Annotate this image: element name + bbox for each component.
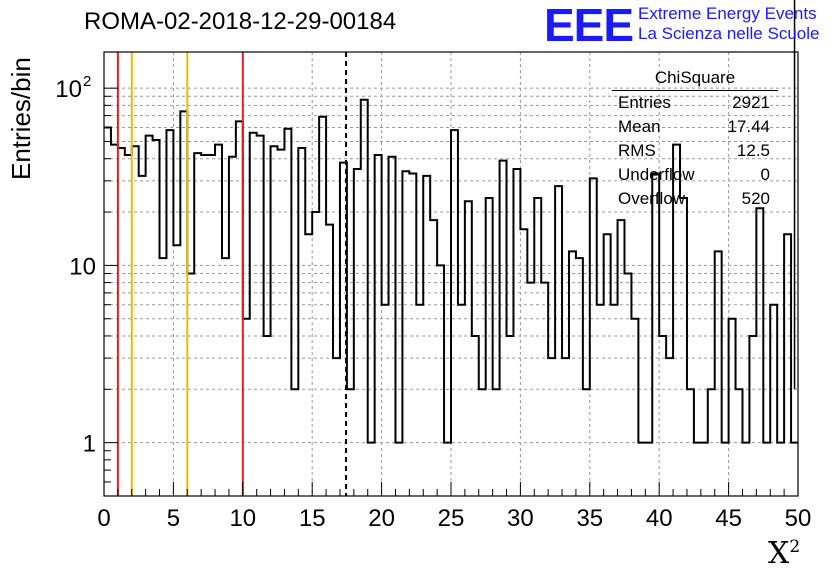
x-tick-label: 25 <box>438 505 465 532</box>
x-tick-label: 35 <box>576 505 603 532</box>
x-axis-label-base: X <box>768 536 790 571</box>
x-tick-label: 15 <box>299 505 326 532</box>
stats-underflow-value: 0 <box>760 165 770 184</box>
x-tick-label: 40 <box>646 505 673 532</box>
logo-line-2: La Scienza nelle Scuole <box>638 24 820 43</box>
y-tick-label-exponent: 2 <box>83 73 91 90</box>
y-tick-label: 10 <box>55 76 82 103</box>
stats-overflow-value: 520 <box>741 189 770 208</box>
x-tick-label: 50 <box>785 505 812 532</box>
stats-entries-value: 2921 <box>732 93 770 112</box>
stats-box: ChiSquare Entries 2921 Mean 17.44 RMS 12… <box>612 68 778 208</box>
y-tick-label: 10 <box>69 253 96 280</box>
x-tick-label: 5 <box>167 505 180 532</box>
x-tick-label: 20 <box>368 505 395 532</box>
y-tick-label: 1 <box>83 431 96 458</box>
chart-title: ROMA-02-2018-12-29-00184 <box>84 8 397 35</box>
stats-rms-value: 12.5 <box>736 141 770 160</box>
x-tick-label: 10 <box>229 505 256 532</box>
eee-logo: EEE <box>544 0 634 51</box>
stats-underflow-label: Underflow <box>618 165 695 184</box>
logo-line-1: Extreme Energy Events <box>638 4 817 23</box>
stats-divider <box>612 90 778 91</box>
x-tick-label: 30 <box>507 505 534 532</box>
x-tick-label: 0 <box>97 505 110 532</box>
histogram-series <box>104 98 798 444</box>
stats-title: ChiSquare <box>654 68 736 87</box>
y-axis-label: Entries/bin <box>6 57 36 180</box>
stats-mean-value: 17.44 <box>727 117 770 136</box>
x-tick-label: 45 <box>715 505 742 532</box>
stats-mean-label: Mean <box>618 117 661 136</box>
stats-entries-label: Entries <box>618 93 671 112</box>
stats-overflow-label: Overflow <box>618 189 686 208</box>
x-axis-label: X2 <box>768 536 800 571</box>
stats-rms-label: RMS <box>618 141 656 160</box>
x-axis-label-superscript: 2 <box>789 537 801 557</box>
